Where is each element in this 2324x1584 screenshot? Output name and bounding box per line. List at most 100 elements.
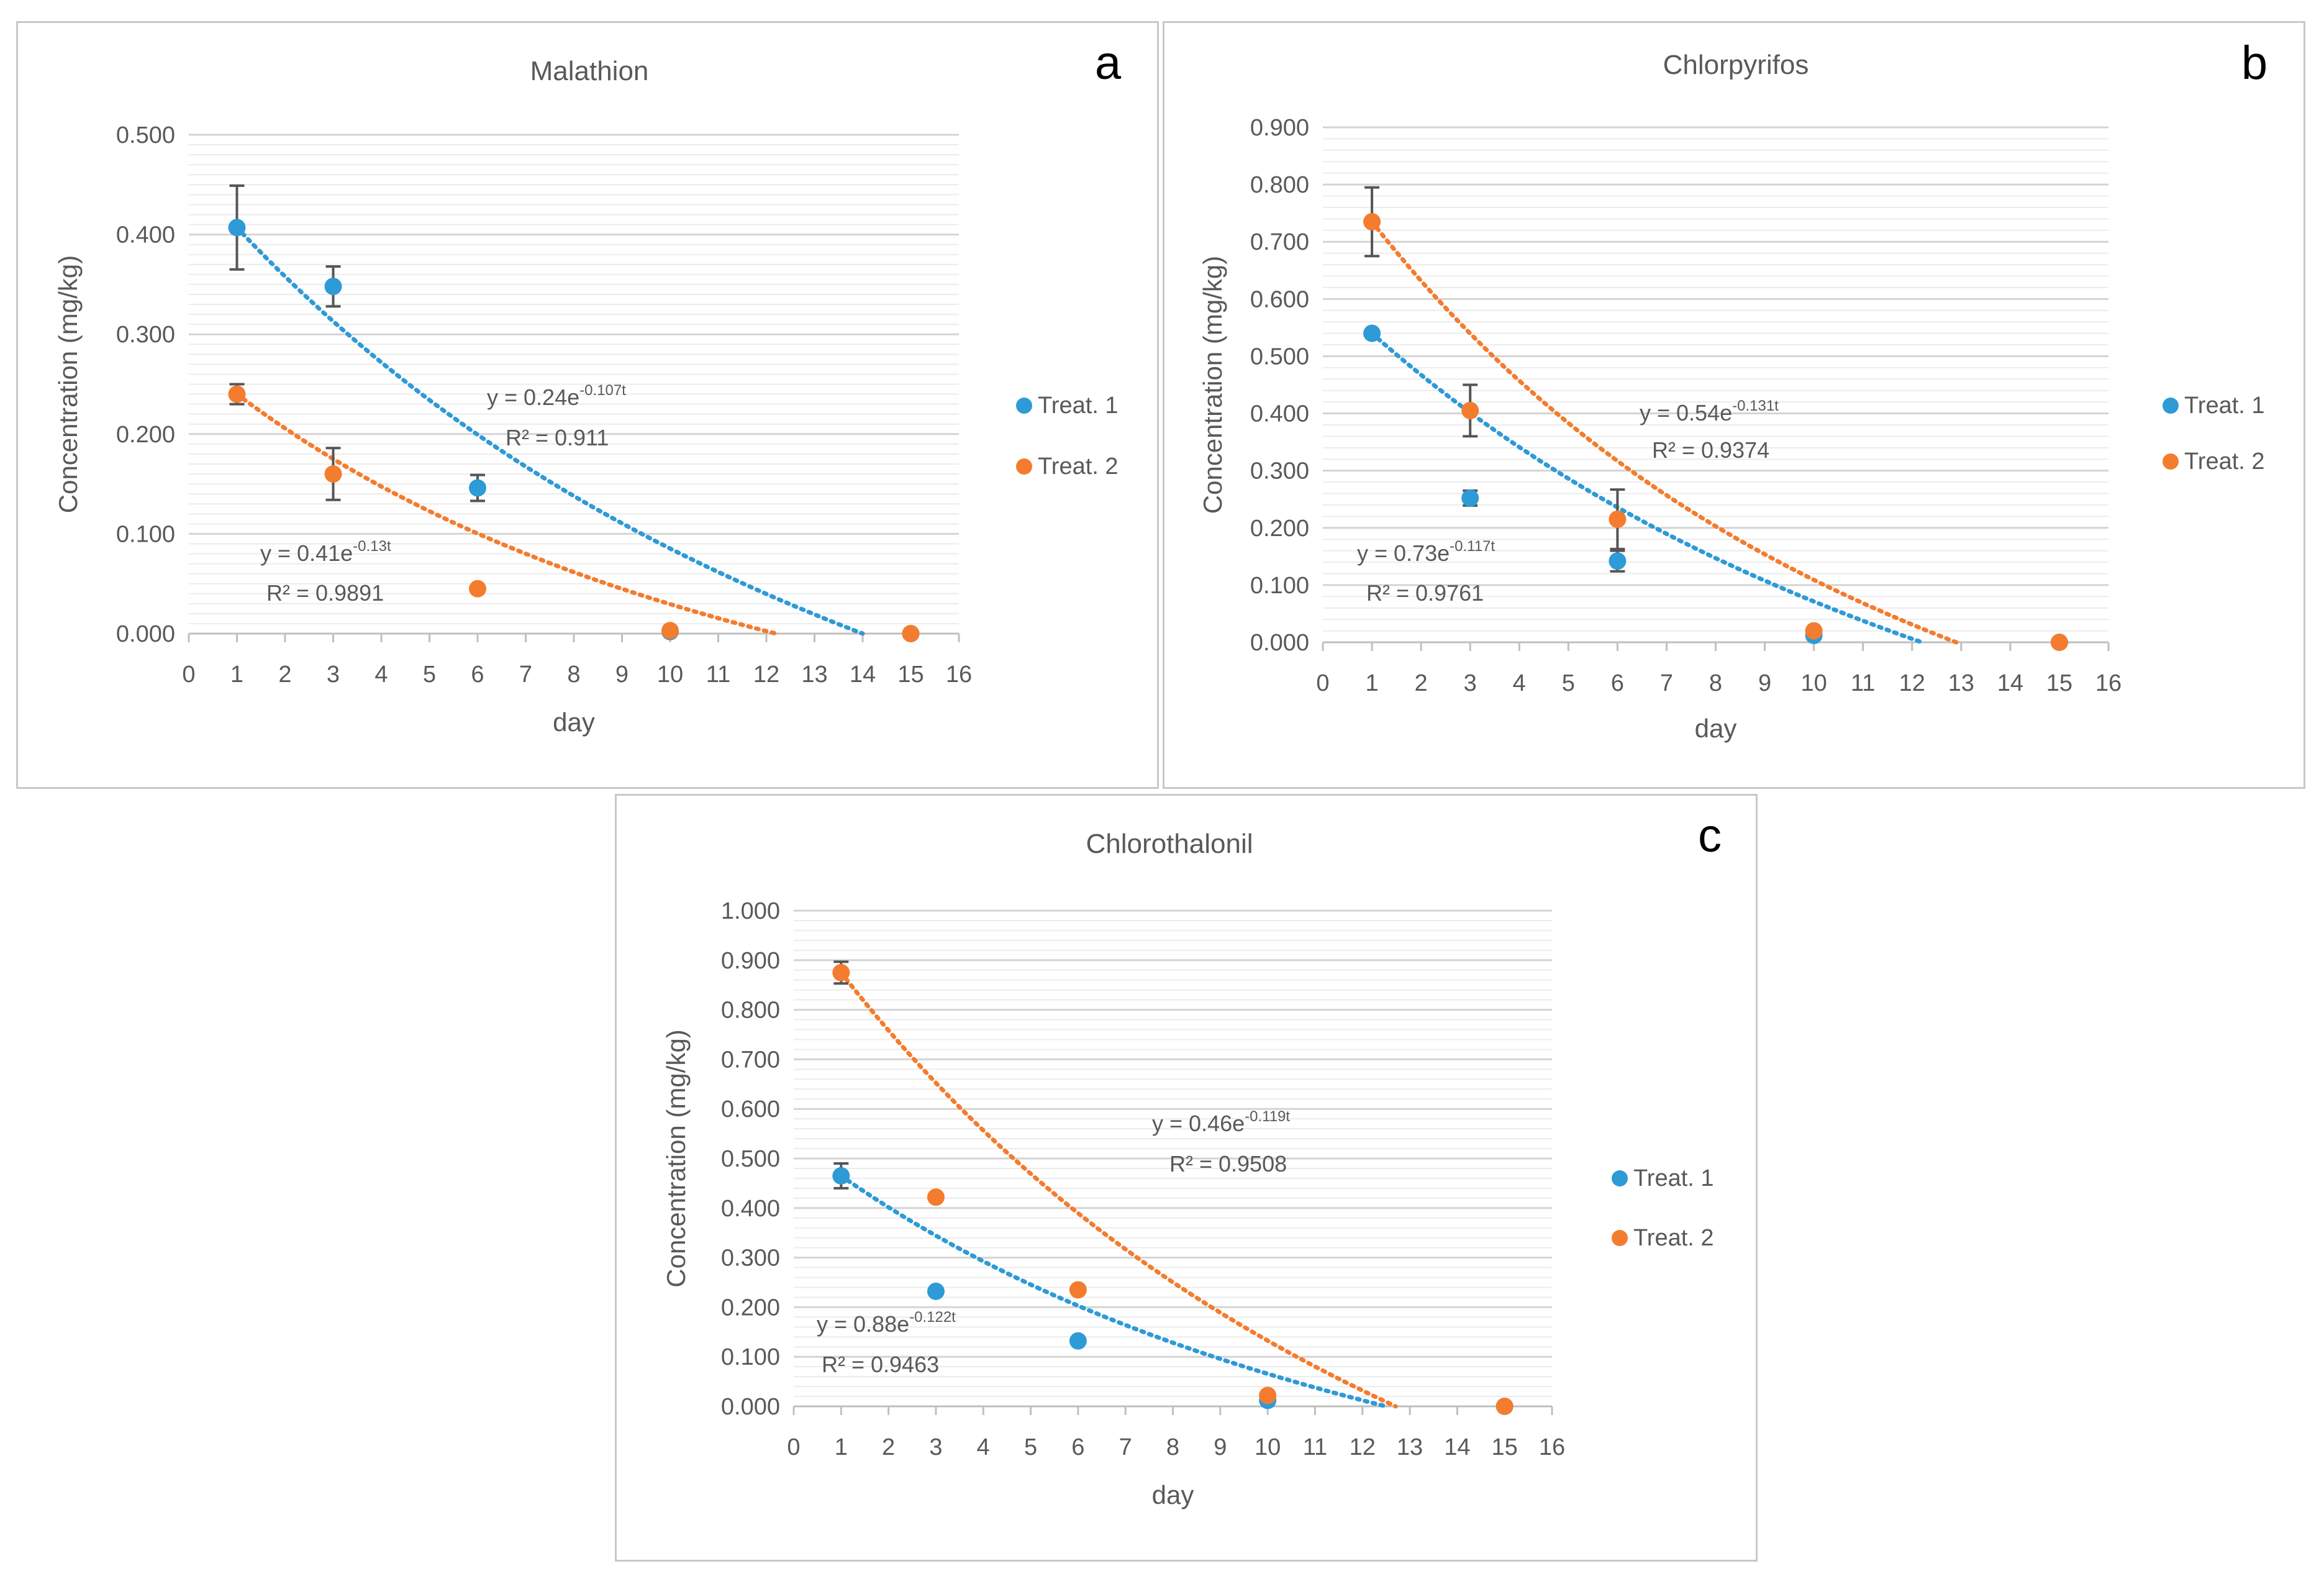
y-tick-label: 0.200 [116, 422, 175, 448]
r-squared-label: R² = 0.9891 [266, 580, 384, 606]
series-2 [1363, 186, 2068, 651]
panel-letter: b [2241, 37, 2267, 89]
panel-b-chlorpyrifos: 0.000 0.100 0.200 0.300 0.400 0.500 0.600 0.700… [1163, 21, 2305, 789]
legend-label: Treat. 2 [2184, 448, 2265, 475]
x-tick-label: 13 [1948, 670, 1974, 696]
data-point [1363, 212, 1381, 230]
x-tick-label: 14 [850, 662, 876, 688]
x-tick-label: 4 [1513, 670, 1526, 696]
panel-a-malathion: 0.000 0.100 0.200 0.300 0.400 0.500 0 1 2 3 4 5 6 7 8 9… [16, 21, 1159, 789]
trend-equation: y = 0.41e-0.13t [260, 538, 391, 566]
y-tick-label: 1.000 [721, 898, 780, 924]
r-squared-label: R² = 0.9508 [1169, 1151, 1287, 1177]
x-tick-label: 16 [1539, 1434, 1565, 1460]
trend-equation: y = 0.54e-0.131t [1640, 398, 1779, 426]
y-tick-label: 0.200 [721, 1295, 780, 1321]
x-tick-label: 13 [1397, 1434, 1423, 1460]
trend-equation-exponent: -0.122t [909, 1309, 956, 1326]
x-tick-label: 7 [1119, 1434, 1132, 1460]
x-tick-label: 3 [327, 662, 340, 688]
trendline [1369, 219, 1959, 645]
y-tick-label: 0.800 [1250, 172, 1309, 198]
series-2 [228, 383, 920, 642]
data-point [469, 580, 486, 598]
data-point [1609, 510, 1627, 528]
x-tick-label: 5 [1024, 1434, 1037, 1460]
x-tick-label: 11 [706, 662, 730, 688]
x-tick-label: 10 [1800, 670, 1827, 696]
major-gridlines [189, 134, 959, 635]
legend-marker [2163, 398, 2179, 414]
legend-marker [1016, 398, 1032, 414]
panel-c-chlorothalonil: 0.000 0.100 0.200 0.300 0.400 0.500 0.600 0.700… [615, 794, 1758, 1562]
chart-title: Malathion [530, 56, 649, 86]
data-point [832, 1167, 850, 1185]
trend-equation-exponent: -0.119t [1245, 1108, 1290, 1125]
x-tick-label: 15 [897, 662, 924, 688]
legend-label: Treat. 1 [1038, 393, 1119, 419]
x-tick-label: 9 [1758, 670, 1771, 696]
y-tick-label: 0.500 [721, 1146, 780, 1172]
y-tick-label: 0.900 [721, 948, 780, 974]
x-tick-label: 12 [1899, 670, 1925, 696]
chart-title: Chlorpyrifos [1663, 50, 1809, 80]
data-point [1461, 489, 1479, 507]
x-tick-label: 15 [2046, 670, 2072, 696]
x-tick-label: 0 [787, 1434, 800, 1460]
x-tick-label: 7 [519, 662, 532, 688]
trendline [838, 970, 1398, 1409]
y-tick-label: 0.400 [1250, 401, 1309, 427]
x-tick-label: 8 [567, 662, 580, 688]
chart-c: 0.000 0.100 0.200 0.300 0.400 0.500 0.600 0.700… [661, 809, 1722, 1509]
r-squared-label: R² = 0.9463 [822, 1352, 939, 1377]
legend-label: Treat. 1 [1633, 1165, 1714, 1191]
data-point [1496, 1398, 1514, 1415]
y-tick-label: 0.500 [116, 122, 175, 148]
trend-equation: y = 0.88e-0.122t [817, 1309, 956, 1337]
trend-equation-base: y = 0.88e [817, 1311, 909, 1337]
y-tick-label: 0.500 [1250, 344, 1309, 370]
y-tick-label: 0.900 [1250, 115, 1309, 141]
y-tick-label: 0.000 [721, 1394, 780, 1420]
y-axis-label: Concentration (mg/kg) [661, 1029, 691, 1288]
y-tick-label: 0.700 [1250, 229, 1309, 255]
x-axis-label: day [553, 708, 595, 737]
x-tick-label: 11 [1851, 670, 1875, 696]
trend-equation-base: y = 0.46e [1152, 1111, 1245, 1136]
x-tick-label: 12 [1350, 1434, 1376, 1460]
x-tick-label: 6 [1611, 670, 1624, 696]
data-point [1363, 324, 1381, 342]
y-tick-label: 0.100 [1250, 573, 1309, 599]
x-tick-label: 9 [1214, 1434, 1227, 1460]
trend-equation-base: y = 0.24e [487, 385, 579, 410]
data-point [927, 1282, 945, 1300]
legend-marker [1016, 458, 1032, 475]
y-tick-label: 0.200 [1250, 516, 1309, 542]
legend-marker [1612, 1230, 1628, 1246]
trend-equation-base: y = 0.54e [1640, 400, 1732, 426]
r-squared-label: R² = 0.911 [506, 425, 609, 450]
panel-letter: c [1698, 809, 1722, 862]
y-axis-label: Concentration (mg/kg) [53, 255, 83, 514]
x-tick-label: 5 [1562, 670, 1575, 696]
data-point [1609, 552, 1627, 570]
x-tick-label: 2 [278, 662, 291, 688]
panel-letter: a [1095, 37, 1122, 89]
y-tick-label: 0.300 [1250, 458, 1309, 485]
x-tick-label: 2 [882, 1434, 895, 1460]
y-tick-label: 0.100 [721, 1344, 780, 1370]
trendline [235, 225, 865, 636]
legend-label: Treat. 2 [1633, 1225, 1714, 1251]
x-tick-label: 5 [423, 662, 436, 688]
data-point [661, 622, 679, 640]
x-tick-label: 11 [1303, 1434, 1327, 1460]
y-tick-label: 0.600 [721, 1096, 780, 1122]
data-point [902, 625, 920, 642]
x-tick-label: 1 [230, 662, 243, 688]
x-tick-label: 0 [1316, 670, 1329, 696]
y-tick-label: 0.400 [721, 1196, 780, 1222]
x-tick-label: 6 [471, 662, 484, 688]
x-tick-label: 13 [801, 662, 827, 688]
trend-equation-exponent: -0.107t [579, 382, 626, 399]
